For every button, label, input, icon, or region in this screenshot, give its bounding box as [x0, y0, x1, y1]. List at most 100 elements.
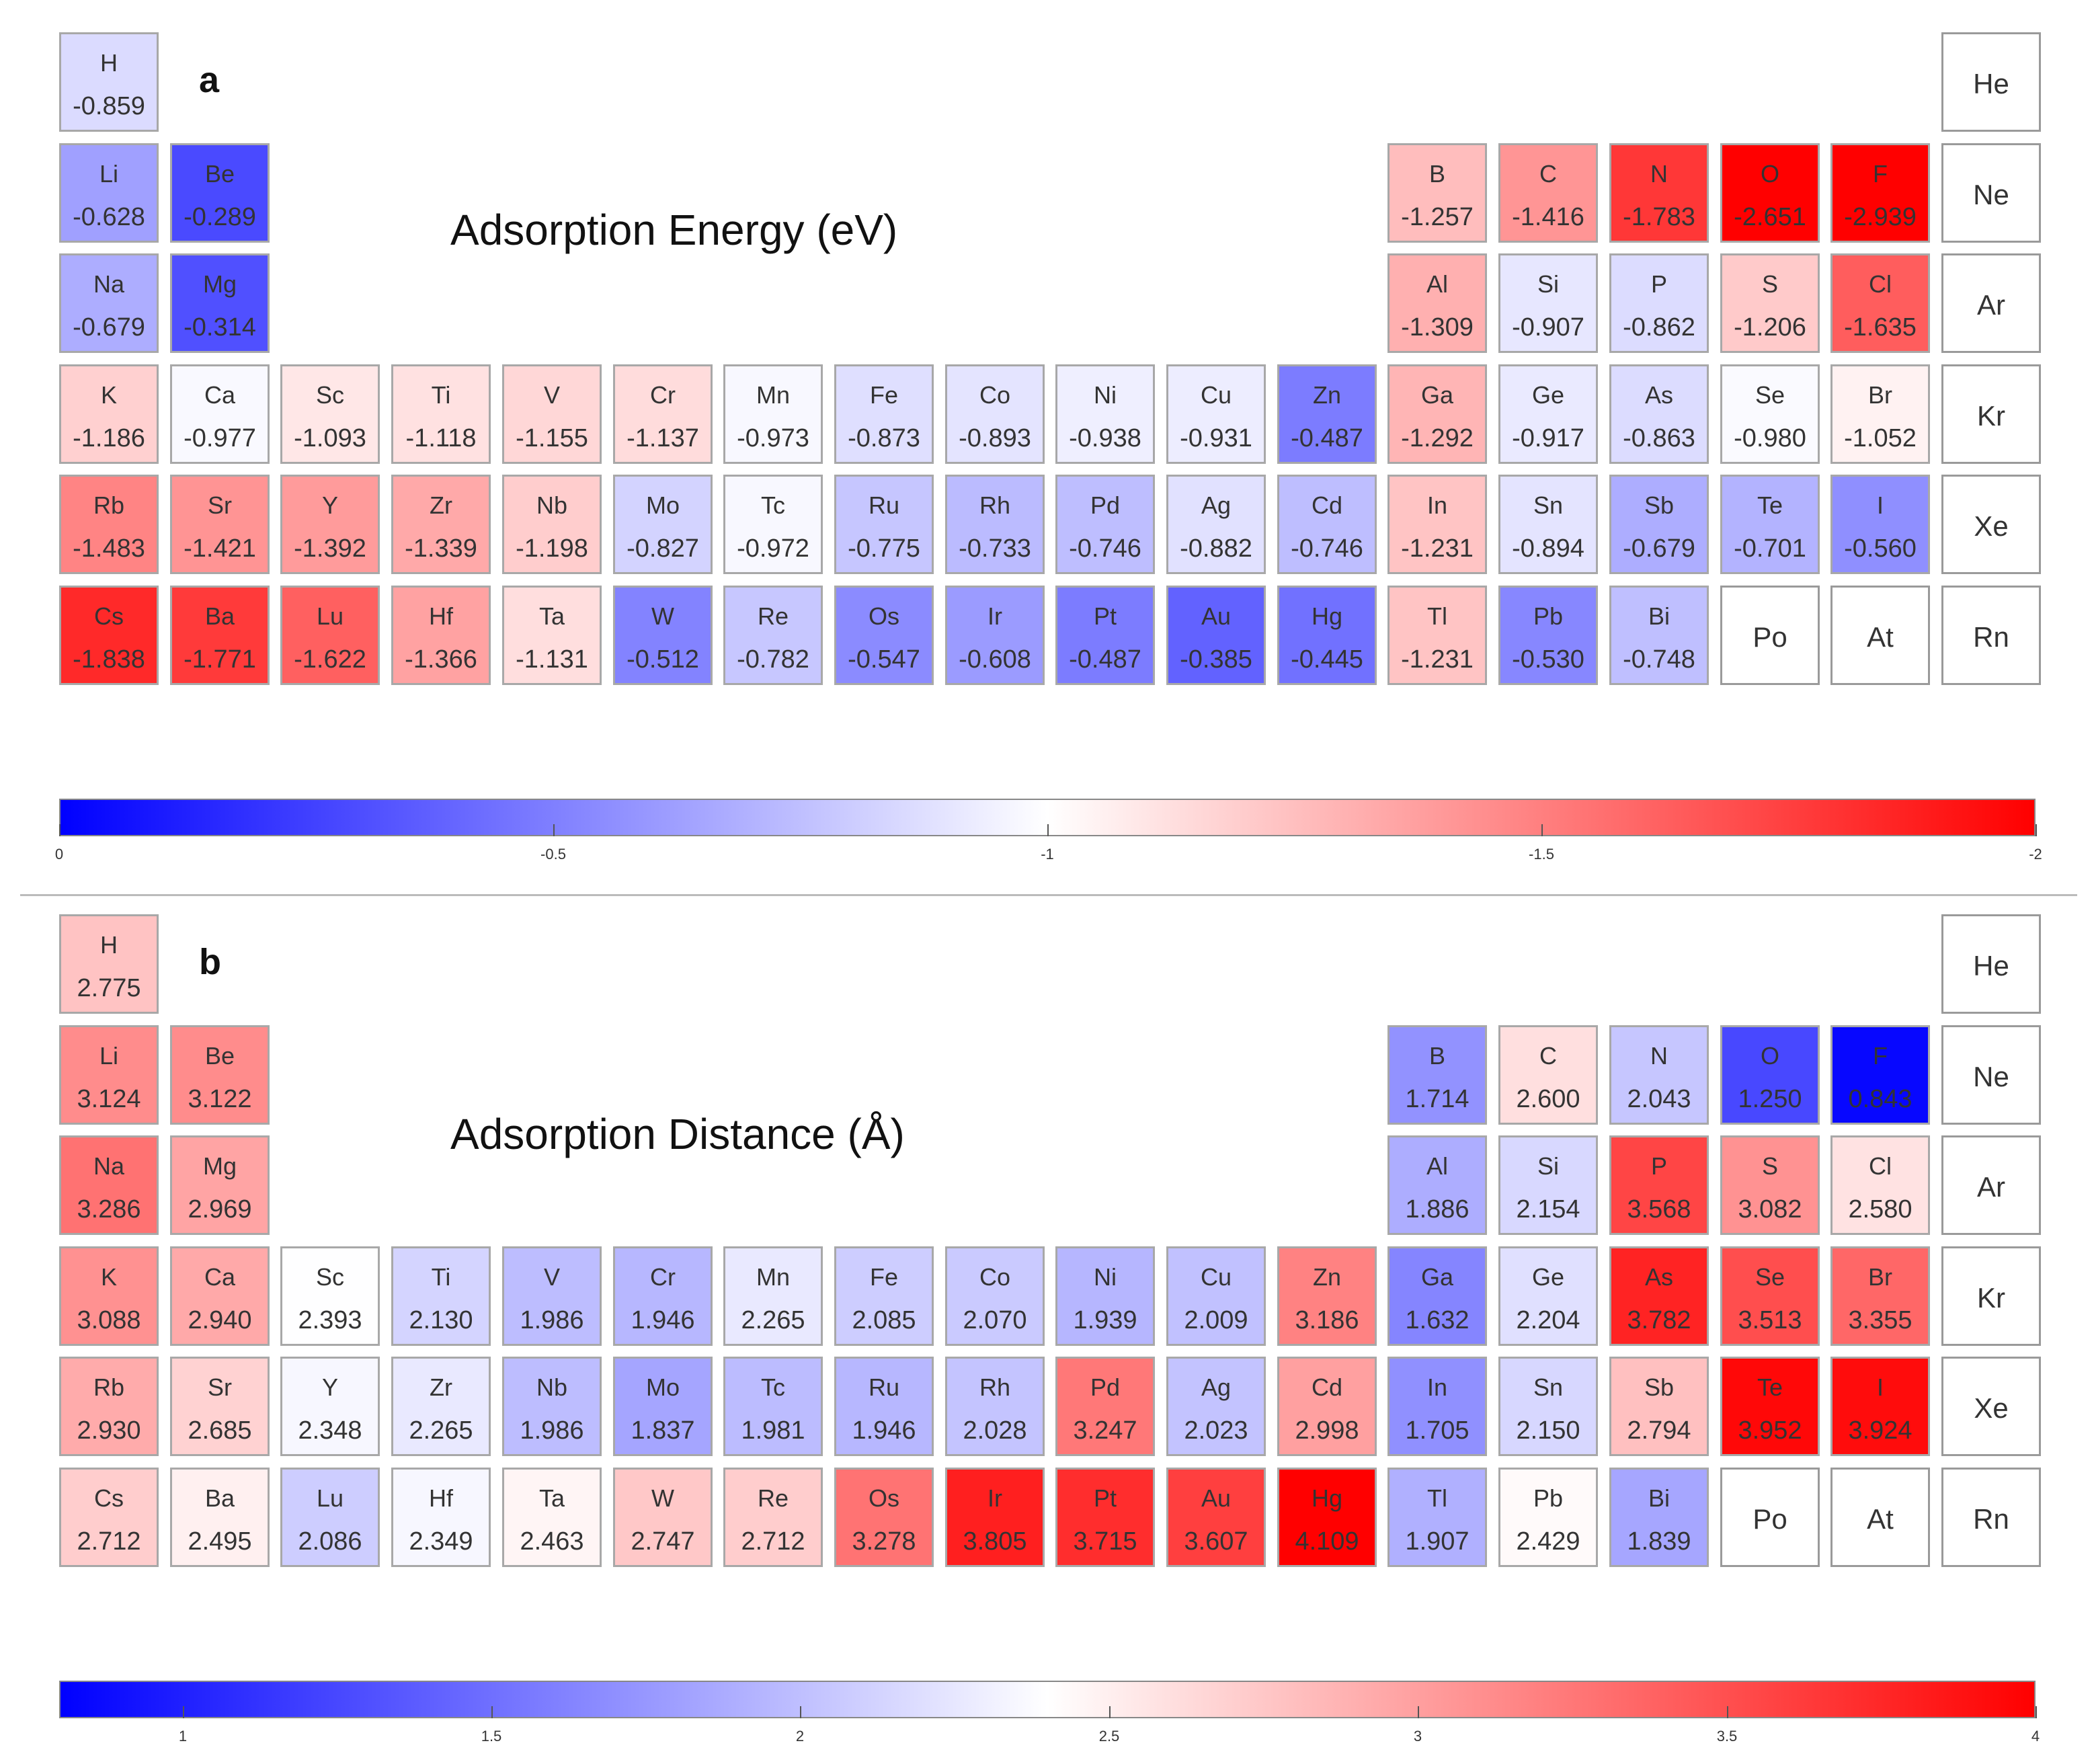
element-cell-n: N 2.043: [1609, 1025, 1709, 1125]
element-symbol: Li: [99, 160, 119, 188]
element-cell-tl: Tl 1.907: [1387, 1468, 1487, 1567]
element-symbol: Po: [1753, 621, 1787, 653]
element-cell-nb: Nb 1.986: [502, 1357, 602, 1456]
element-value: -0.289: [184, 203, 256, 231]
element-symbol: Zn: [1312, 381, 1341, 409]
element-value: -0.907: [1512, 313, 1584, 342]
element-cell-rn: Rn: [1941, 1468, 2041, 1567]
element-symbol: N: [1650, 160, 1668, 188]
element-cell-cs: Cs -1.838: [59, 586, 159, 685]
colorbar-tick: [553, 824, 555, 836]
element-cell-br: Br 3.355: [1830, 1246, 1930, 1346]
element-symbol: Ta: [538, 1484, 565, 1512]
element-symbol: Ag: [1201, 1373, 1232, 1401]
element-symbol: Rh: [979, 491, 1011, 519]
element-value: 2.495: [188, 1527, 252, 1556]
element-cell-se: Se 3.513: [1720, 1246, 1820, 1346]
element-symbol: Be: [204, 160, 235, 188]
element-cell-in: In 1.705: [1387, 1357, 1487, 1456]
element-symbol: Ge: [1531, 1263, 1565, 1291]
colorbar-tick: [1109, 1706, 1111, 1718]
element-symbol: At: [1867, 1503, 1894, 1535]
element-cell-pt: Pt 3.715: [1055, 1468, 1155, 1567]
element-symbol: Te: [1757, 1373, 1783, 1401]
element-cell-mg: Mg 2.969: [170, 1135, 270, 1235]
element-value: -1.052: [1844, 424, 1917, 452]
element-value: 2.265: [741, 1306, 805, 1334]
element-symbol: Cs: [94, 1484, 124, 1512]
element-symbol: Pd: [1090, 491, 1121, 519]
element-symbol: Ca: [204, 381, 236, 409]
element-symbol: Fe: [869, 1263, 898, 1291]
element-cell-xe: Xe: [1941, 475, 2041, 574]
element-symbol: Fe: [869, 381, 898, 409]
element-cell-si: Si -0.907: [1498, 253, 1598, 353]
element-cell-ag: Ag -0.882: [1166, 475, 1266, 574]
element-value: -1.093: [294, 424, 366, 452]
element-symbol: Ru: [868, 1373, 900, 1401]
element-value: 2.085: [852, 1306, 916, 1334]
element-symbol: Au: [1201, 1484, 1232, 1512]
element-cell-hg: Hg 4.109: [1277, 1468, 1377, 1567]
element-symbol: O: [1760, 160, 1779, 188]
element-symbol: Os: [868, 1484, 899, 1512]
element-cell-cr: Cr 1.946: [613, 1246, 713, 1346]
element-value: 1.250: [1738, 1085, 1802, 1113]
element-symbol: Ir: [988, 1484, 1002, 1512]
element-symbol: Cu: [1200, 381, 1232, 409]
element-cell-zr: Zr 2.265: [391, 1357, 491, 1456]
element-value: 3.286: [77, 1195, 141, 1224]
element-cell-pt: Pt -0.487: [1055, 586, 1155, 685]
element-value: 1.907: [1405, 1527, 1469, 1556]
element-symbol: H: [100, 931, 118, 959]
element-value: 3.607: [1184, 1527, 1248, 1556]
element-cell-re: Re -0.782: [723, 586, 823, 685]
colorbar-tick: [59, 824, 61, 836]
element-cell-ti: Ti 2.130: [391, 1246, 491, 1346]
element-value: 1.886: [1405, 1195, 1469, 1224]
element-cell-kr: Kr: [1941, 1246, 2041, 1346]
element-cell-w: W -0.512: [613, 586, 713, 685]
element-value: -0.746: [1291, 534, 1363, 563]
element-symbol: Re: [757, 602, 789, 630]
element-symbol: As: [1644, 1263, 1673, 1291]
element-symbol: Kr: [1977, 400, 2005, 432]
colorbar-tick-label: 2.5: [1098, 1728, 1120, 1745]
element-symbol: Bi: [1648, 1484, 1670, 1512]
element-symbol: B: [1428, 1042, 1445, 1070]
element-cell-v: V 1.986: [502, 1246, 602, 1346]
element-cell-rn: Rn: [1941, 586, 2041, 685]
element-cell-hf: Hf -1.366: [391, 586, 491, 685]
element-symbol: Ni: [1094, 1263, 1117, 1291]
element-value: 2.150: [1516, 1416, 1580, 1445]
element-symbol: Cr: [650, 381, 676, 409]
element-cell-ge: Ge 2.204: [1498, 1246, 1598, 1346]
element-symbol: Cl: [1869, 270, 1892, 298]
element-cell-cu: Cu 2.009: [1166, 1246, 1266, 1346]
element-symbol: Zr: [430, 491, 452, 519]
element-cell-rh: Rh -0.733: [945, 475, 1045, 574]
element-value: -0.748: [1623, 645, 1695, 674]
element-value: -0.882: [1180, 534, 1252, 563]
element-symbol: Cu: [1200, 1263, 1232, 1291]
element-symbol: Rb: [93, 1373, 125, 1401]
element-cell-br: Br -1.052: [1830, 364, 1930, 464]
element-cell-os: Os -0.547: [834, 586, 934, 685]
element-value: -1.137: [627, 424, 699, 452]
element-value: -1.131: [516, 645, 588, 674]
element-value: -0.894: [1512, 534, 1584, 563]
element-cell-mg: Mg -0.314: [170, 253, 270, 353]
element-value: -2.651: [1734, 203, 1806, 231]
element-symbol: Se: [1755, 381, 1785, 409]
element-value: 1.705: [1405, 1416, 1469, 1445]
element-symbol: Hg: [1311, 1484, 1343, 1512]
element-value: 2.600: [1516, 1085, 1580, 1113]
element-cell-sc: Sc 2.393: [280, 1246, 380, 1346]
element-cell-y: Y -1.392: [280, 475, 380, 574]
panel-divider: [20, 894, 2077, 896]
element-cell-rb: Rb -1.483: [59, 475, 159, 574]
element-symbol: Ar: [1977, 289, 2005, 321]
element-cell-k: K -1.186: [59, 364, 159, 464]
element-symbol: O: [1760, 1042, 1779, 1070]
element-cell-nb: Nb -1.198: [502, 475, 602, 574]
